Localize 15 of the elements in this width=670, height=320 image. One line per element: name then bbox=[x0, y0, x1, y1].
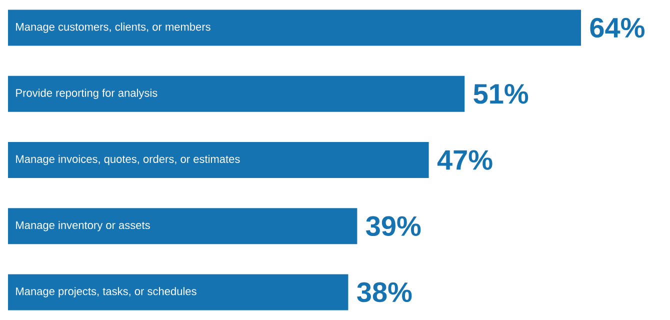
bar bbox=[8, 208, 358, 244]
data-label: 64% bbox=[590, 18, 644, 38]
y-tick-label: Manage projects, tasks, or schedules bbox=[16, 287, 196, 298]
data-label: 47% bbox=[437, 150, 492, 170]
data-label: 51% bbox=[474, 84, 528, 104]
y-tick-label: Manage customers, clients, or members bbox=[16, 22, 210, 33]
bar bbox=[8, 274, 348, 310]
bar bbox=[8, 10, 581, 46]
data-label: 39% bbox=[366, 216, 421, 236]
y-tick-label: Provide reporting for analysis bbox=[16, 88, 158, 99]
bar bbox=[8, 76, 465, 112]
y-tick-label: Manage invoices, quotes, orders, or estimates bbox=[16, 154, 240, 166]
data-label: 38% bbox=[357, 282, 412, 302]
bar bbox=[8, 142, 429, 178]
y-tick-label: Manage inventory or assets bbox=[16, 220, 150, 232]
